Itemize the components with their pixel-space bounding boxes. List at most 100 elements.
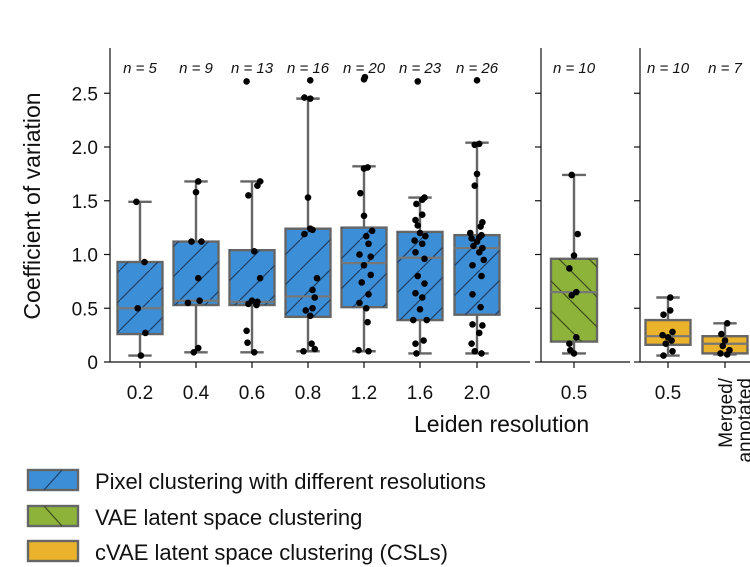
- x-tick-label: Merged/annotated: [716, 377, 750, 462]
- data-point: [416, 229, 424, 237]
- box-hatch: [551, 258, 597, 342]
- box-pixel-0-4: n = 9 0.4: [172, 60, 220, 404]
- data-point: [311, 294, 319, 301]
- data-point: [412, 216, 419, 224]
- y-tick-label: 0: [87, 353, 98, 374]
- data-point: [250, 349, 258, 356]
- data-point: [243, 327, 250, 335]
- x-tick-label: 2.0: [464, 383, 490, 404]
- data-point: [469, 290, 476, 298]
- data-point: [245, 192, 252, 199]
- legend-label: VAE latent space clustering: [95, 505, 362, 530]
- legend: Pixel clustering with different resoluti…: [26, 468, 486, 565]
- data-point: [311, 345, 319, 353]
- sample-size-label: n = 9: [179, 60, 213, 77]
- legend-label: cVAE latent space clustering (CSLs): [95, 540, 448, 565]
- data-point: [256, 178, 264, 185]
- data-point: [568, 292, 575, 299]
- data-point: [309, 286, 316, 294]
- box-pixel-1-2: n = 20 1.2: [340, 60, 388, 404]
- legend-item-pixel: Pixel clustering with different resoluti…: [26, 468, 486, 494]
- box-hatch: [285, 228, 331, 317]
- data-point: [478, 350, 485, 357]
- data-point: [719, 342, 727, 350]
- legend-swatch: [26, 539, 80, 563]
- data-point: [469, 261, 476, 269]
- data-point: [473, 77, 481, 84]
- data-point: [423, 316, 431, 324]
- box-cvae-merged-annotated: n = 7 Merged/annotated: [701, 60, 750, 463]
- box-pixel-0-8: n = 16 0.8: [284, 60, 332, 404]
- data-point: [468, 235, 475, 242]
- data-point: [412, 289, 419, 297]
- data-point: [308, 340, 315, 348]
- data-point: [413, 200, 420, 208]
- box-hatch: [173, 241, 219, 306]
- data-point: [660, 311, 667, 319]
- data-point: [475, 329, 483, 337]
- data-point: [411, 237, 418, 244]
- sample-size-label: n = 13: [231, 60, 274, 77]
- data-point: [368, 227, 376, 235]
- data-point: [364, 164, 371, 171]
- box-hatch: [229, 250, 275, 306]
- data-point: [422, 232, 429, 240]
- data-point: [726, 346, 733, 354]
- data-point: [478, 272, 485, 280]
- data-point: [666, 307, 674, 314]
- data-point: [669, 347, 676, 355]
- data-point: [194, 178, 202, 185]
- data-point: [666, 294, 674, 301]
- data-point: [361, 73, 369, 81]
- data-point: [356, 299, 363, 307]
- data-point: [137, 352, 145, 359]
- data-point: [418, 294, 426, 301]
- panel-vae: n = 10 0.5: [535, 48, 630, 404]
- data-point: [313, 274, 321, 282]
- box-pixel-0-2: n = 5 0.2: [116, 60, 164, 404]
- data-point: [566, 265, 573, 272]
- sample-size-label: n = 20: [343, 60, 386, 77]
- y-tick-label: 2.5: [72, 84, 98, 105]
- data-point: [664, 333, 672, 341]
- x-tick-label: 0.5: [655, 383, 681, 404]
- data-point: [300, 347, 307, 355]
- data-point: [360, 212, 368, 220]
- data-point: [355, 346, 362, 354]
- data-point: [306, 77, 314, 84]
- legend-hatch: [43, 469, 63, 491]
- data-point: [364, 318, 371, 326]
- data-point: [306, 95, 314, 102]
- data-point: [570, 252, 578, 259]
- data-point: [469, 321, 476, 328]
- data-point: [717, 350, 724, 357]
- data-point: [662, 340, 670, 348]
- data-point: [418, 211, 426, 219]
- data-point: [243, 78, 250, 85]
- sample-size-label: n = 5: [123, 60, 157, 77]
- data-point: [409, 316, 417, 324]
- data-point: [669, 328, 676, 336]
- panel-cvae: n = 10 0.5 n = 7 Merged/annotated: [634, 48, 750, 463]
- data-point: [358, 279, 366, 286]
- data-point: [309, 304, 316, 312]
- x-tick-label: 0.6: [239, 383, 265, 404]
- data-point: [184, 299, 192, 307]
- data-point: [365, 347, 372, 355]
- sample-size-label: n = 26: [456, 60, 499, 77]
- data-point: [414, 272, 422, 280]
- data-point: [718, 330, 725, 338]
- sample-size-label: n = 10: [647, 60, 690, 77]
- data-point: [479, 322, 486, 329]
- y-tick-label: 1.0: [72, 246, 98, 267]
- data-point: [479, 218, 486, 226]
- data-point: [190, 349, 198, 356]
- data-point: [367, 271, 375, 279]
- data-point: [306, 225, 314, 232]
- data-point: [420, 337, 427, 344]
- x-tick-label: 1.2: [351, 383, 377, 404]
- data-point: [302, 307, 310, 314]
- data-point: [196, 297, 203, 305]
- data-point: [357, 189, 364, 197]
